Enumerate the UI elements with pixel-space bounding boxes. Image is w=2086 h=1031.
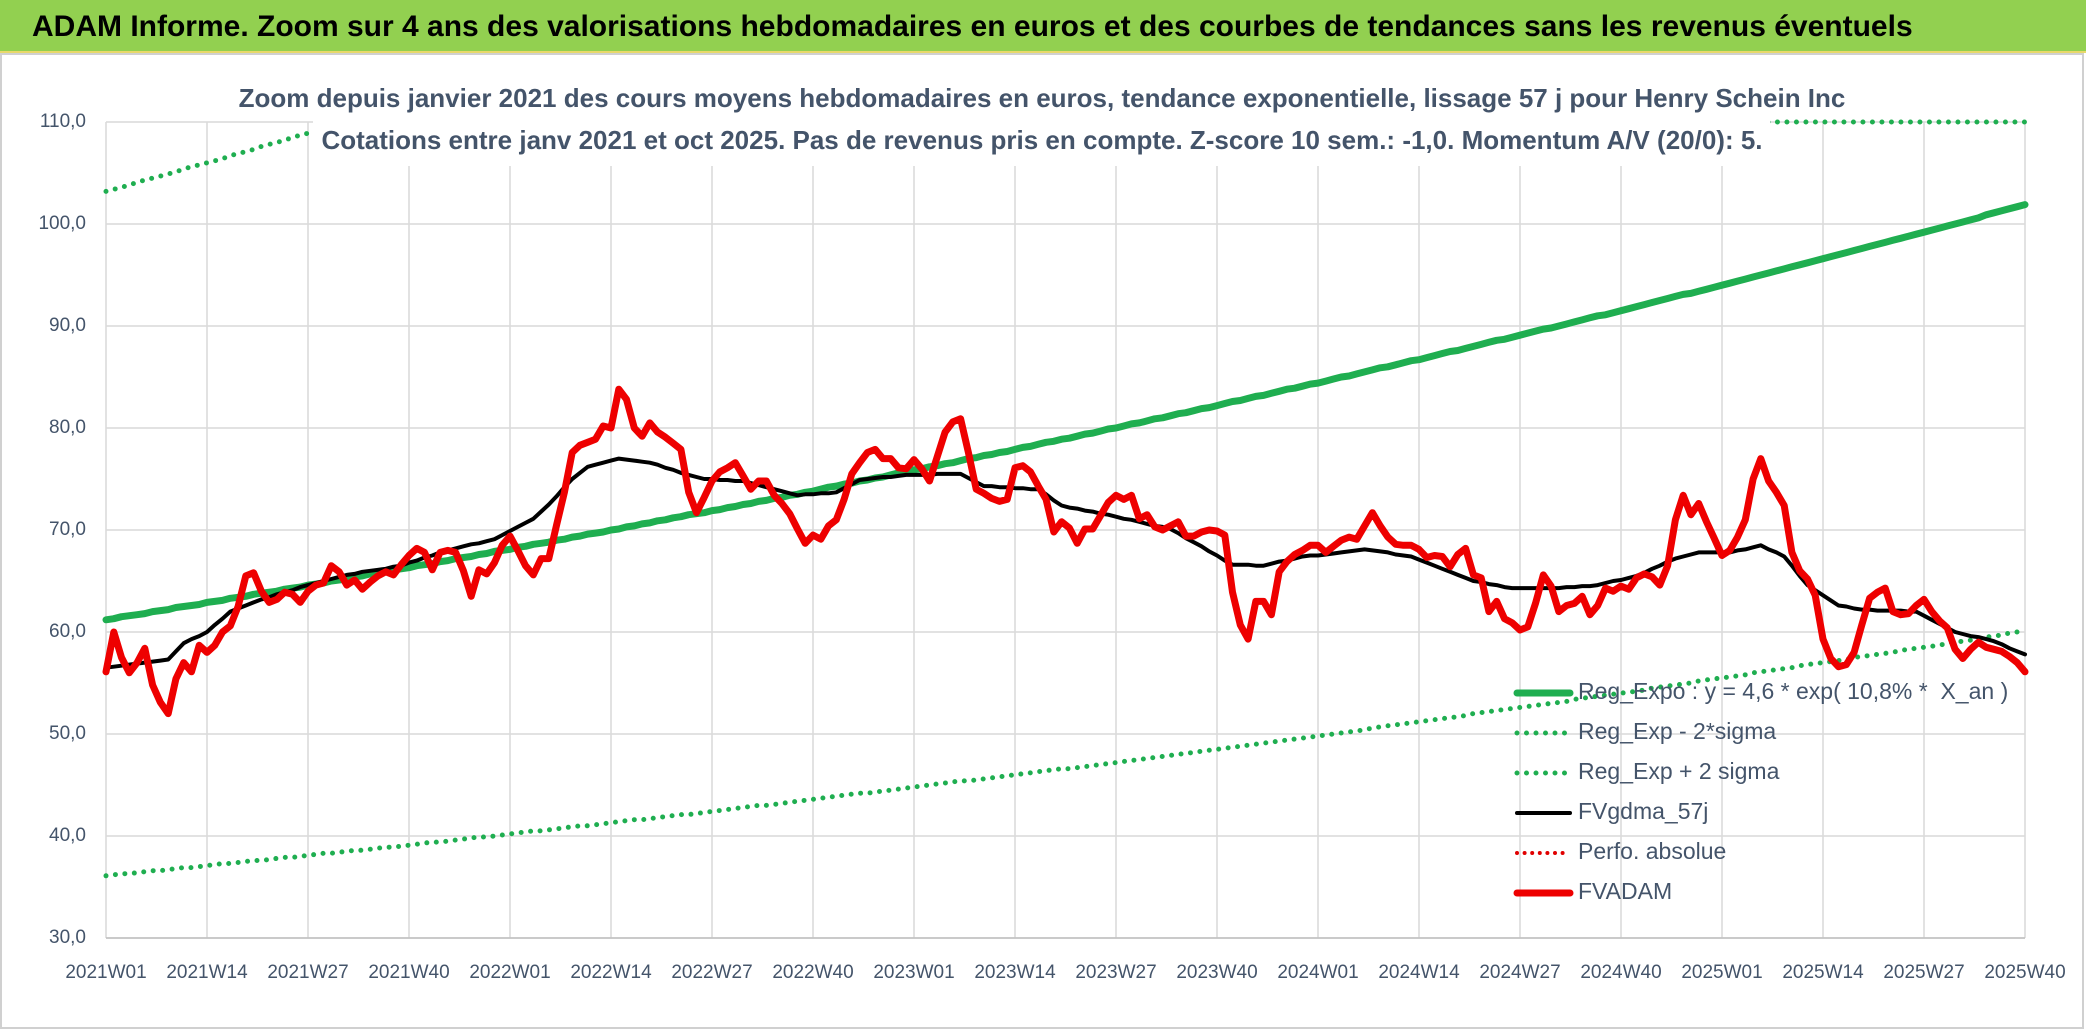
x-tick-label: 2024W14 <box>1378 962 1460 983</box>
x-tick-label: 2023W27 <box>1075 962 1156 983</box>
legend-label: Perfo. absolue <box>1578 838 1726 864</box>
x-tick-label: 2022W27 <box>671 962 752 983</box>
x-tick-label: 2025W27 <box>1883 962 1964 983</box>
line-series <box>102 201 2029 624</box>
chart-subtitle: Cotations entre janv 2021 et oct 2025. P… <box>321 125 1762 155</box>
x-tick-label: 2022W14 <box>570 962 652 983</box>
y-tick-label: 70,0 <box>49 519 86 540</box>
x-tick-label: 2022W40 <box>772 962 853 983</box>
x-tick-label: 2024W01 <box>1277 962 1358 983</box>
x-tick-label: 2021W14 <box>166 962 248 983</box>
x-tick-label: 2023W14 <box>974 962 1056 983</box>
y-tick-label: 60,0 <box>49 621 86 642</box>
series <box>103 628 2028 879</box>
line-series <box>102 385 2029 718</box>
y-tick-label: 110,0 <box>40 111 86 132</box>
x-tick-label: 2023W40 <box>1176 962 1257 983</box>
series <box>102 385 2029 718</box>
x-tick-label: 2021W01 <box>65 962 146 983</box>
y-tick-label: 80,0 <box>49 417 86 438</box>
x-tick-label: 2023W01 <box>873 962 954 983</box>
x-tick-label: 2025W40 <box>1984 962 2065 983</box>
x-tick-label: 2024W27 <box>1479 962 1560 983</box>
x-tick-label: 2022W01 <box>469 962 550 983</box>
title-box <box>313 80 1770 166</box>
y-tick-label: 30,0 <box>49 927 86 948</box>
x-tick-label: 2021W40 <box>368 962 449 983</box>
chart-title: Zoom depuis janvier 2021 des cours moyen… <box>239 83 1846 113</box>
legend-label: Reg_Expo : y = 4,6 * exp( 10,8% * X_an ) <box>1578 678 2008 704</box>
y-tick-label: 100,0 <box>38 213 86 234</box>
y-tick-label: 40,0 <box>49 825 86 846</box>
banner-title: ADAM Informe. Zoom sur 4 ans des valoris… <box>32 10 1913 43</box>
y-tick-label: 90,0 <box>49 315 86 336</box>
line-series <box>103 628 2028 879</box>
legend-label: Reg_Exp - 2*sigma <box>1578 718 1776 744</box>
chart: 30,0 40,0 50,0 60,0 70,0 80,0 90,0 100,0 110,0 20… <box>0 53 2084 1029</box>
x-tick-label: 2025W01 <box>1681 962 1762 983</box>
legend-label: FVgdma_57j <box>1578 798 1708 824</box>
series <box>102 201 2029 624</box>
x-tick-label: 2024W40 <box>1580 962 1661 983</box>
chart-frame <box>0 53 2084 1029</box>
legend-label: Reg_Exp + 2 sigma <box>1578 758 1780 784</box>
x-tick-label: 2025W14 <box>1782 962 1864 983</box>
x-tick-label: 2021W27 <box>267 962 348 983</box>
legend-label: FVADAM <box>1578 878 1672 904</box>
banner: ADAM Informe. Zoom sur 4 ans des valoris… <box>0 0 2086 53</box>
y-tick-label: 50,0 <box>49 723 86 744</box>
